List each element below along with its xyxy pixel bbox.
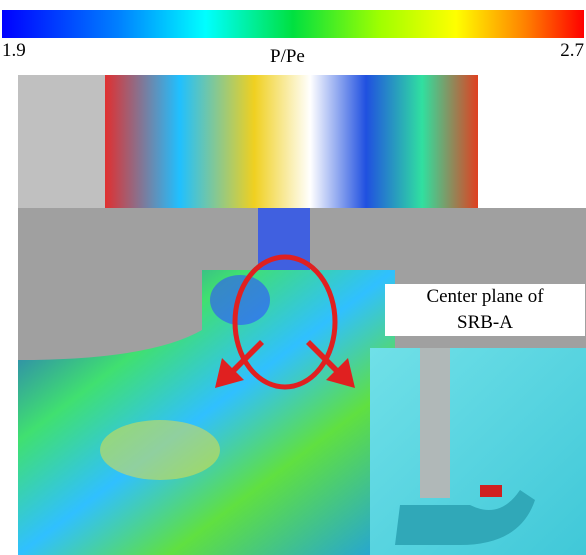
blob (100, 420, 220, 480)
wall (18, 75, 105, 208)
upper-chamber (105, 75, 478, 208)
inset-wall (420, 348, 450, 498)
annotation-line: Center plane of (385, 284, 585, 310)
colorbar-min: 1.9 (2, 40, 26, 62)
blank (478, 75, 586, 208)
figure: 1.9 P/Pe 2.7 Center plane of SRB-A (0, 0, 586, 555)
figure-graphics (0, 0, 586, 555)
annotation: Center plane of SRB-A (385, 284, 585, 336)
colorbar (2, 10, 584, 38)
colorbar-label: P/Pe (270, 46, 305, 68)
colorbar-max: 2.7 (560, 40, 584, 62)
inset-marker (480, 485, 502, 497)
annotation-line: SRB-A (385, 310, 585, 336)
